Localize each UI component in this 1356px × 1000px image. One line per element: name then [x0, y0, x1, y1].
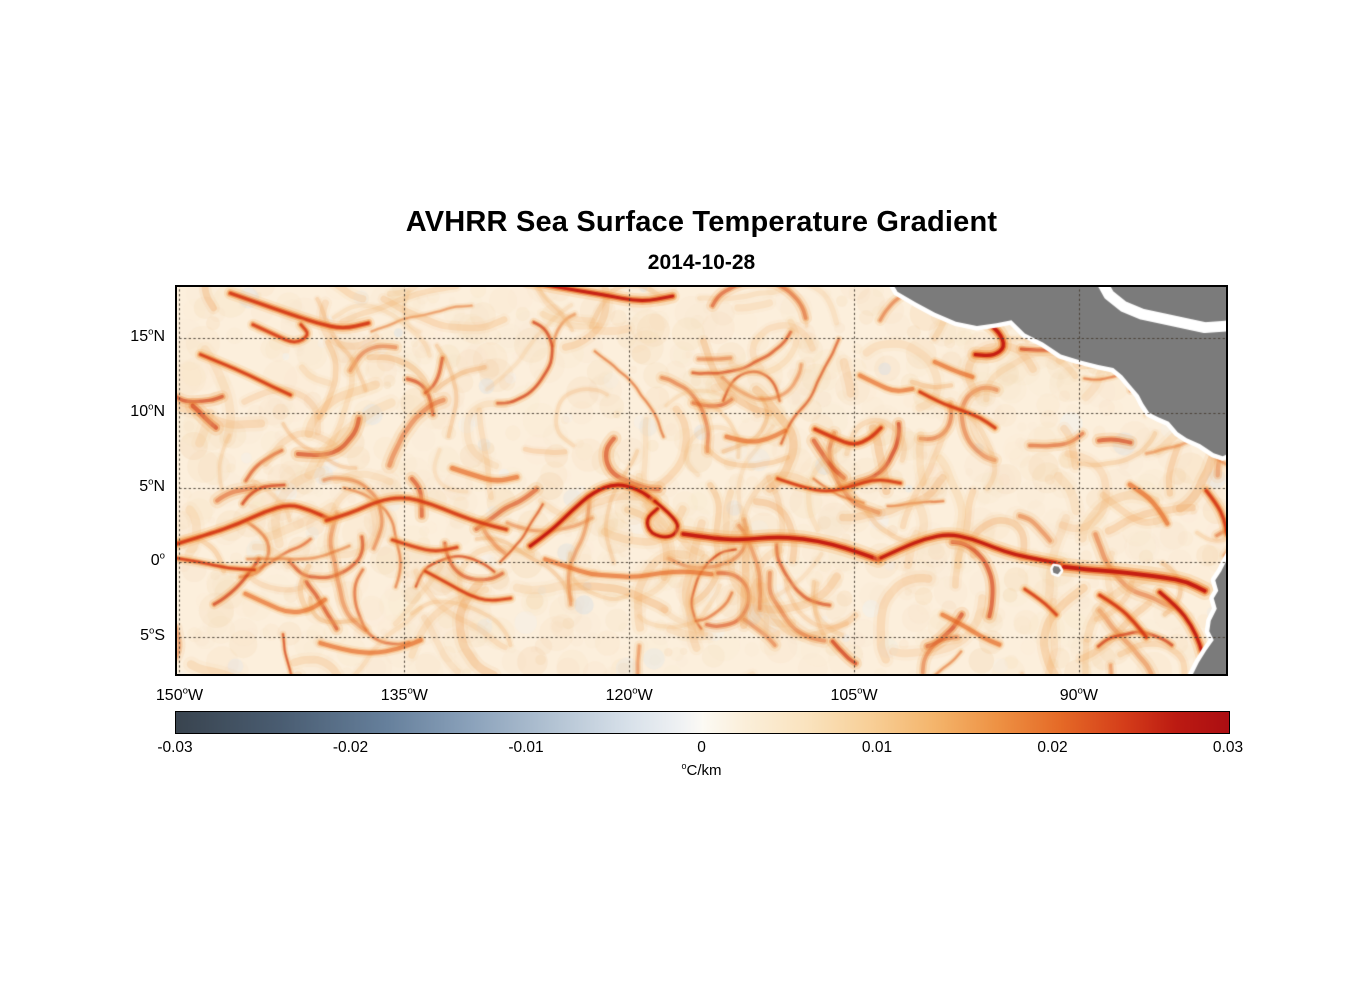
x-tick-label: 105oW: [830, 685, 878, 704]
chart-date-subtitle: 2014-10-28: [647, 251, 756, 274]
x-tick-label: 90oW: [1059, 685, 1098, 704]
y-tick-label: 5oN: [139, 476, 165, 495]
x-tick-label: 150oW: [155, 685, 204, 704]
colorbar-tick-label: 0.03: [1212, 739, 1244, 756]
colorbar-tick-label: -0.01: [508, 739, 544, 756]
colorbar-tick-label: -0.02: [332, 739, 369, 756]
y-tick-label: 10oN: [130, 401, 165, 420]
colorbar-unit-label: oC/km: [681, 761, 722, 780]
colorbar-tick-label: -0.03: [157, 739, 193, 756]
colorbar-canvas: [175, 711, 1230, 734]
x-tick-label: 120oW: [605, 685, 653, 704]
colorbar-tick-label: 0: [697, 739, 706, 756]
sst-map-canvas: [175, 285, 1228, 676]
y-tick-label: 5oS: [140, 625, 165, 645]
x-tick-label: 135oW: [380, 685, 428, 704]
colorbar-tick-label: 0.01: [861, 739, 893, 756]
chart-title: AVHRR Sea Surface Temperature Gradient: [405, 206, 998, 238]
colorbar-tick-label: 0.02: [1037, 739, 1068, 756]
y-tick-label: 0o: [150, 551, 165, 570]
y-tick-label: 15oN: [130, 326, 165, 346]
